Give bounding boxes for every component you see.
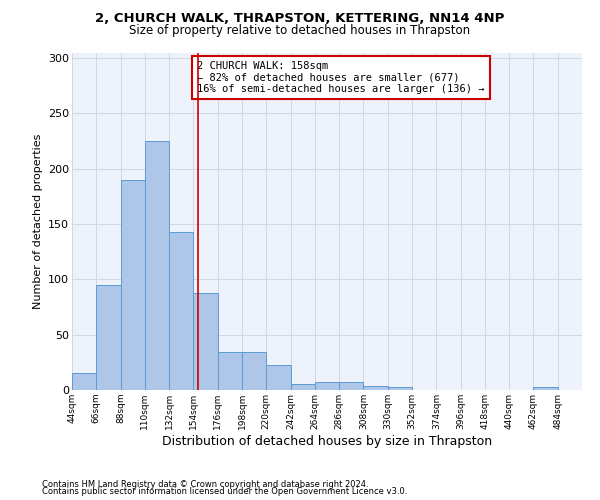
Bar <box>72 374 96 390</box>
Text: Contains public sector information licensed under the Open Government Licence v3: Contains public sector information licen… <box>42 487 407 496</box>
Bar <box>339 382 364 390</box>
Text: 2 CHURCH WALK: 158sqm
← 82% of detached houses are smaller (677)
16% of semi-det: 2 CHURCH WALK: 158sqm ← 82% of detached … <box>197 61 484 94</box>
Bar <box>145 141 169 390</box>
Text: Size of property relative to detached houses in Thrapston: Size of property relative to detached ho… <box>130 24 470 37</box>
Text: 2, CHURCH WALK, THRAPSTON, KETTERING, NN14 4NP: 2, CHURCH WALK, THRAPSTON, KETTERING, NN… <box>95 12 505 26</box>
Bar <box>388 386 412 390</box>
Bar <box>290 384 315 390</box>
Bar <box>266 364 290 390</box>
Bar <box>169 232 193 390</box>
Bar <box>533 386 558 390</box>
Y-axis label: Number of detached properties: Number of detached properties <box>32 134 43 309</box>
Bar <box>121 180 145 390</box>
Bar <box>315 382 339 390</box>
Bar <box>364 386 388 390</box>
Bar <box>96 285 121 390</box>
Bar <box>242 352 266 390</box>
Bar <box>193 292 218 390</box>
Text: Contains HM Land Registry data © Crown copyright and database right 2024.: Contains HM Land Registry data © Crown c… <box>42 480 368 489</box>
X-axis label: Distribution of detached houses by size in Thrapston: Distribution of detached houses by size … <box>162 434 492 448</box>
Bar <box>218 352 242 390</box>
